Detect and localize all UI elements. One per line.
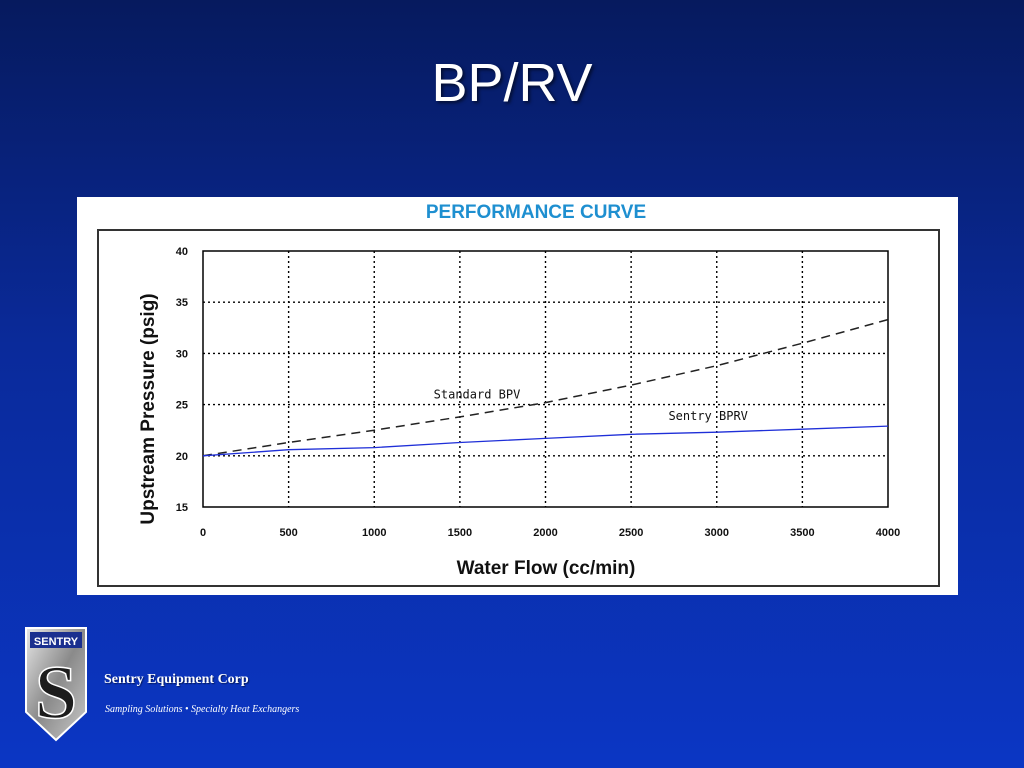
x-tick-label: 3000	[705, 527, 729, 539]
y-axis-label: Upstream Pressure (psig)	[138, 293, 159, 524]
logo-text: SENTRY	[34, 636, 79, 648]
plot-area-border	[202, 250, 889, 508]
x-tick-label: 0	[200, 527, 206, 539]
chart-frame	[97, 229, 940, 587]
x-axis-label: Water Flow (cc/min)	[457, 558, 636, 579]
y-tick-label: 40	[176, 246, 188, 258]
y-tick-label: 35	[176, 297, 188, 309]
y-tick-label: 20	[176, 451, 188, 463]
slide-title: BP/RV	[431, 53, 593, 113]
logo-letter: S	[35, 651, 77, 735]
performance-chart: PERFORMANCE CURVE 0 500 1000 1500 2000 2500 30…	[97, 202, 940, 587]
x-tick-label: 2000	[533, 527, 557, 539]
x-tick-label: 3500	[790, 527, 814, 539]
x-tick-label: 1500	[448, 527, 472, 539]
y-tick-label: 15	[176, 502, 188, 514]
x-tick-label: 2500	[619, 527, 643, 539]
x-tick-label: 500	[279, 527, 297, 539]
company-tagline: Sampling Solutions • Specialty Heat Exch…	[105, 704, 300, 715]
series-label-0: Standard BPV	[434, 387, 521, 401]
series-line-0	[202, 318, 889, 457]
y-tick-label: 25	[176, 400, 188, 412]
sentry-logo: SENTRY S	[25, 627, 87, 742]
series-label-1: Sentry BPRV	[668, 409, 747, 423]
company-name: Sentry Equipment Corp	[104, 672, 249, 687]
chart-title: PERFORMANCE CURVE	[426, 202, 646, 223]
x-tick-label: 1000	[362, 527, 386, 539]
series-line-1	[202, 425, 889, 457]
y-tick-label: 30	[176, 348, 188, 360]
chart-panel: PERFORMANCE CURVE 0 500 1000 1500 2000 2500 30…	[77, 197, 958, 595]
x-tick-label: 4000	[876, 527, 900, 539]
